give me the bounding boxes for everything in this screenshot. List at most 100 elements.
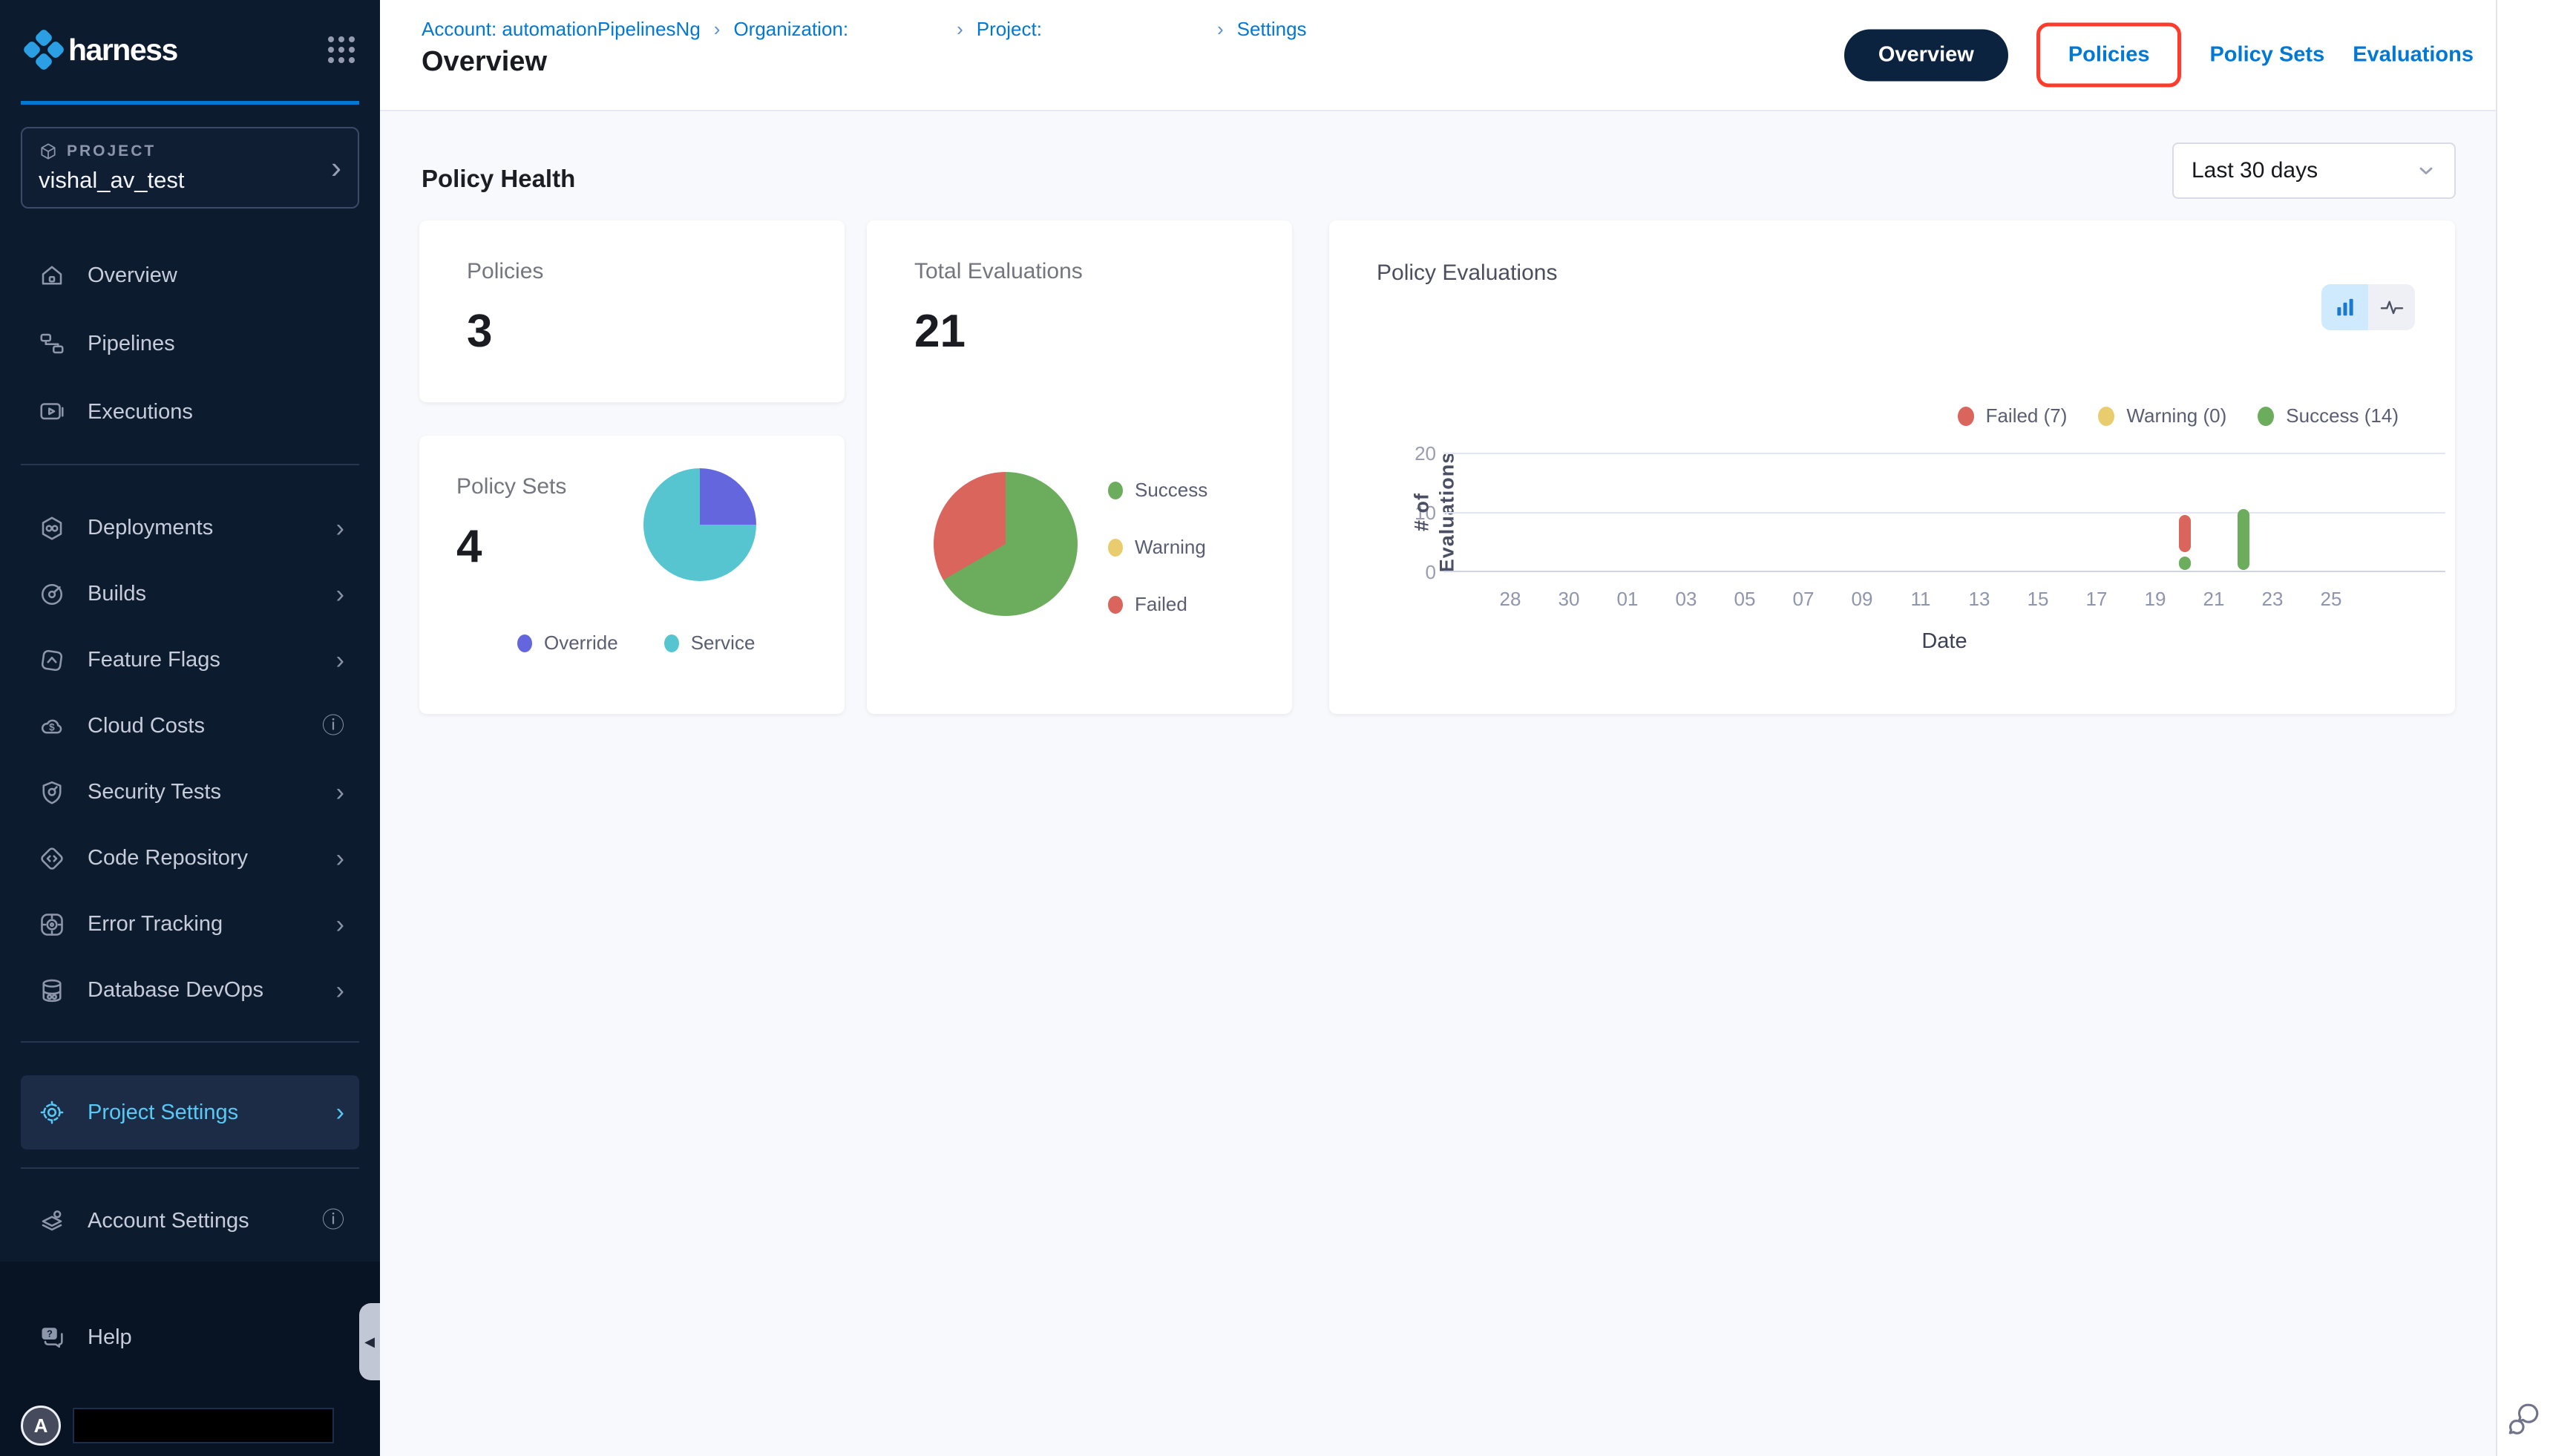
y-axis-tick: 0 — [1425, 561, 1436, 583]
sidebar-item-label: Database DevOps — [88, 978, 263, 1002]
x-axis-tick: 05 — [1734, 588, 1756, 610]
sidebar-item-help[interactable]: ? Help — [21, 1303, 359, 1371]
page-title: Overview — [422, 46, 547, 77]
project-selector[interactable]: PROJECT vishal_av_test › — [21, 127, 359, 209]
chevron-right-icon: › — [335, 976, 344, 1005]
sidebar-item-label: Project Settings — [88, 1100, 239, 1124]
sidebar-item-label: Builds — [88, 582, 146, 606]
date-range-select[interactable]: Last 30 days — [2172, 142, 2456, 199]
evaluations-bar-chart: Date 28 30 01 03 05 07 09 11 13 15 17 19 21 23 25 — [1443, 453, 2445, 653]
x-axis-tick: 23 — [2261, 588, 2284, 610]
legend-item-failed[interactable]: Failed (7) — [1957, 404, 2067, 427]
card-title: Total Evaluations — [914, 259, 1083, 283]
chevron-right-icon: › — [335, 844, 344, 873]
legend-item-success[interactable]: Success — [1108, 479, 1207, 502]
tab-policy-sets[interactable]: Policy Sets — [2209, 42, 2325, 67]
sidebar-collapse-handle[interactable]: ◀ — [359, 1303, 380, 1380]
chevron-right-icon: › — [335, 646, 344, 675]
section-title: Policy Health — [422, 165, 576, 192]
sidebar-divider — [21, 1167, 359, 1169]
tab-policies[interactable]: Policies — [2036, 22, 2182, 88]
shield-icon — [36, 776, 68, 809]
legend-item-warning[interactable]: Warning (0) — [2098, 404, 2226, 427]
builds-icon — [36, 578, 68, 611]
sidebar-item-account-settings[interactable]: Account Settings ⓘ — [21, 1187, 359, 1255]
support-chat-icon[interactable] — [2505, 1400, 2543, 1438]
gear-icon — [36, 1096, 68, 1129]
sidebar-item-executions[interactable]: Executions — [21, 378, 359, 446]
executions-icon — [36, 396, 68, 428]
sidebar-item-cloud-costs[interactable]: $ Cloud Costs ⓘ — [21, 693, 359, 759]
chart-title: Policy Evaluations — [1377, 260, 1558, 285]
chevron-down-icon — [2416, 160, 2436, 181]
sidebar: harness PROJECT vishal_av_test › Overvie… — [0, 0, 380, 1456]
legend-dot — [1957, 406, 1974, 426]
chevron-right-icon: › — [331, 150, 341, 185]
tab-overview[interactable]: Overview — [1843, 29, 2008, 81]
breadcrumb-separator: › — [713, 18, 721, 40]
sidebar-divider — [21, 464, 359, 465]
help-chat-icon: ? — [36, 1321, 68, 1354]
sidebar-item-label: Security Tests — [88, 780, 221, 804]
x-axis-tick: 09 — [1851, 588, 1873, 610]
breadcrumb-settings[interactable]: Settings — [1236, 18, 1307, 40]
tab-evaluations[interactable]: Evaluations — [2353, 42, 2474, 67]
breadcrumb-project[interactable]: Project: — [976, 18, 1042, 40]
sidebar-item-feature-flags[interactable]: Feature Flags › — [21, 627, 359, 693]
legend-dot — [517, 634, 532, 652]
breadcrumb-organization[interactable]: Organization: — [733, 18, 849, 40]
legend-dot — [1108, 595, 1123, 614]
sidebar-item-pipelines[interactable]: Pipelines — [21, 309, 359, 378]
harness-logo[interactable]: harness — [21, 27, 178, 73]
user-avatar[interactable]: A — [21, 1406, 61, 1446]
legend-item-failed[interactable]: Failed — [1108, 593, 1207, 616]
sidebar-item-builds[interactable]: Builds › — [21, 561, 359, 627]
info-icon[interactable]: ⓘ — [322, 1208, 344, 1233]
harness-logo-icon — [21, 27, 67, 73]
total-evaluations-count: 21 — [914, 306, 966, 357]
svg-text:?: ? — [47, 1328, 53, 1339]
sidebar-item-database-devops[interactable]: Database DevOps › — [21, 957, 359, 1023]
sidebar-item-label: Overview — [88, 263, 177, 287]
chevron-right-icon: › — [335, 580, 344, 609]
chevron-right-icon: › — [335, 910, 344, 939]
code-repository-icon — [36, 842, 68, 875]
sidebar-item-project-settings[interactable]: Project Settings › — [21, 1075, 359, 1150]
bar-success — [2178, 557, 2191, 570]
legend-item-override[interactable]: Override — [517, 632, 618, 655]
legend-item-service[interactable]: Service — [663, 632, 755, 655]
line-chart-toggle-button[interactable] — [2368, 284, 2415, 330]
cube-icon — [39, 142, 58, 161]
deployments-icon — [36, 512, 68, 545]
sidebar-item-label: Deployments — [88, 516, 214, 540]
sidebar-accent-divider — [21, 101, 359, 105]
total-evaluations-pie-chart — [934, 472, 1078, 616]
sidebar-nav: Overview Pipelines Executions Deployment… — [0, 241, 380, 1255]
project-selector-value: vishal_av_test — [39, 167, 185, 193]
sidebar-item-security-tests[interactable]: Security Tests › — [21, 759, 359, 825]
sidebar-divider — [21, 1041, 359, 1043]
sidebar-item-label: Help — [88, 1325, 132, 1349]
legend-item-success[interactable]: Success (14) — [2258, 404, 2399, 427]
axis-baseline — [1443, 571, 2445, 572]
breadcrumb-account[interactable]: Account: automationPipelinesNg — [422, 18, 701, 40]
x-axis-tick: 28 — [1499, 588, 1521, 610]
x-axis-tick: 13 — [1968, 588, 1990, 610]
policy-sets-count: 4 — [456, 521, 482, 572]
bar-failed — [2178, 515, 2191, 552]
sidebar-item-label: Code Repository — [88, 846, 248, 870]
sidebar-item-overview[interactable]: Overview — [21, 241, 359, 309]
app-grid-icon[interactable] — [328, 36, 355, 63]
bar-chart-toggle-button[interactable] — [2321, 284, 2368, 330]
card-total-evaluations: Total Evaluations 21 Success Warning Fai… — [867, 220, 1292, 714]
legend-item-warning[interactable]: Warning — [1108, 536, 1207, 559]
x-axis-tick: 11 — [1910, 588, 1931, 610]
sidebar-item-code-repository[interactable]: Code Repository › — [21, 825, 359, 891]
sidebar-item-deployments[interactable]: Deployments › — [21, 495, 359, 561]
chevron-right-icon: › — [335, 514, 344, 542]
x-axis-tick: 30 — [1558, 588, 1580, 610]
info-icon[interactable]: ⓘ — [322, 713, 344, 738]
error-tracking-icon — [36, 908, 68, 941]
sidebar-item-error-tracking[interactable]: Error Tracking › — [21, 891, 359, 957]
project-selector-label: PROJECT — [67, 142, 157, 160]
